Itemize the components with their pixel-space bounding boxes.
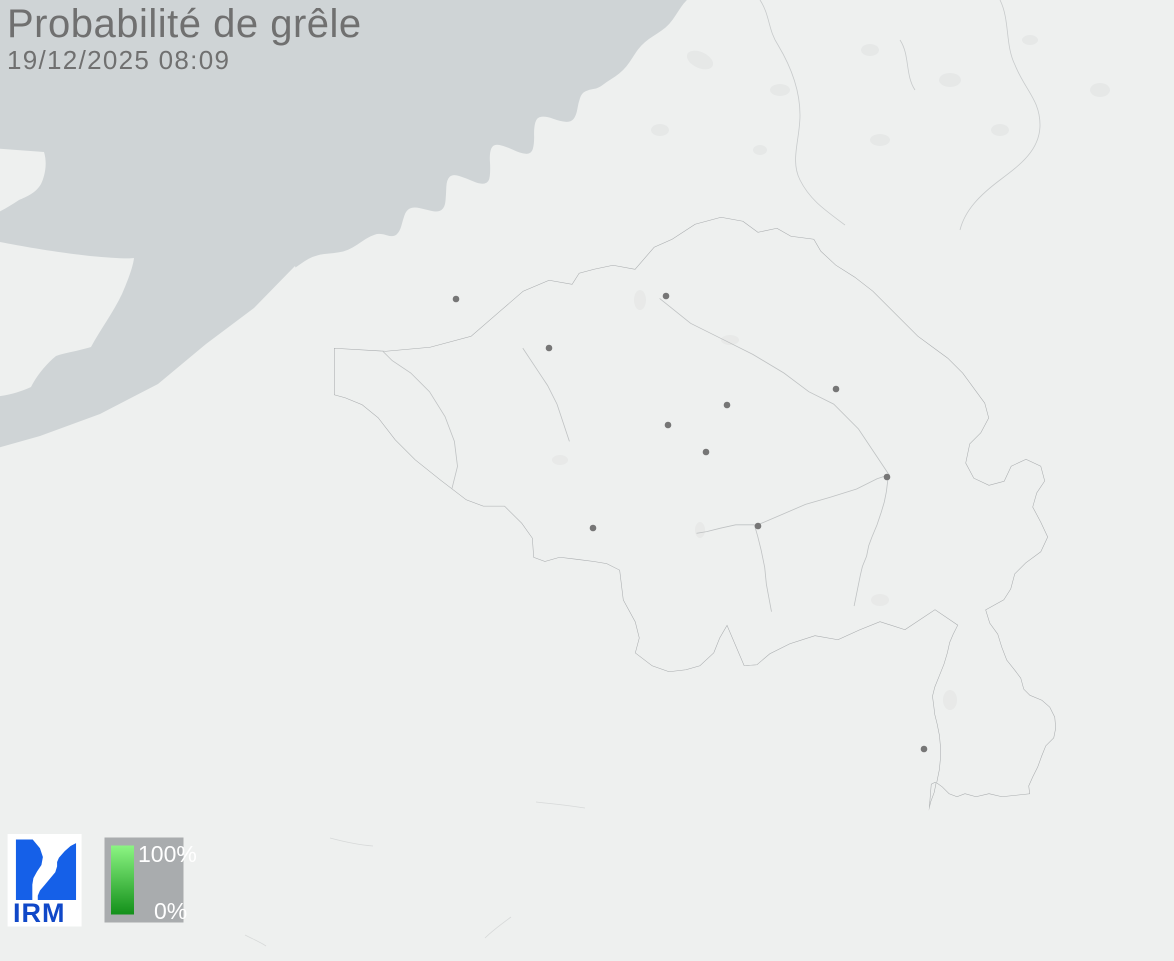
- svg-text:19/12/2025 08:09: 19/12/2025 08:09: [7, 45, 230, 75]
- svg-text:Probabilité de grêle: Probabilité de grêle: [7, 2, 362, 46]
- svg-text:IRM: IRM: [13, 898, 66, 928]
- svg-text:100%: 100%: [138, 841, 197, 867]
- svg-text:0%: 0%: [154, 898, 187, 924]
